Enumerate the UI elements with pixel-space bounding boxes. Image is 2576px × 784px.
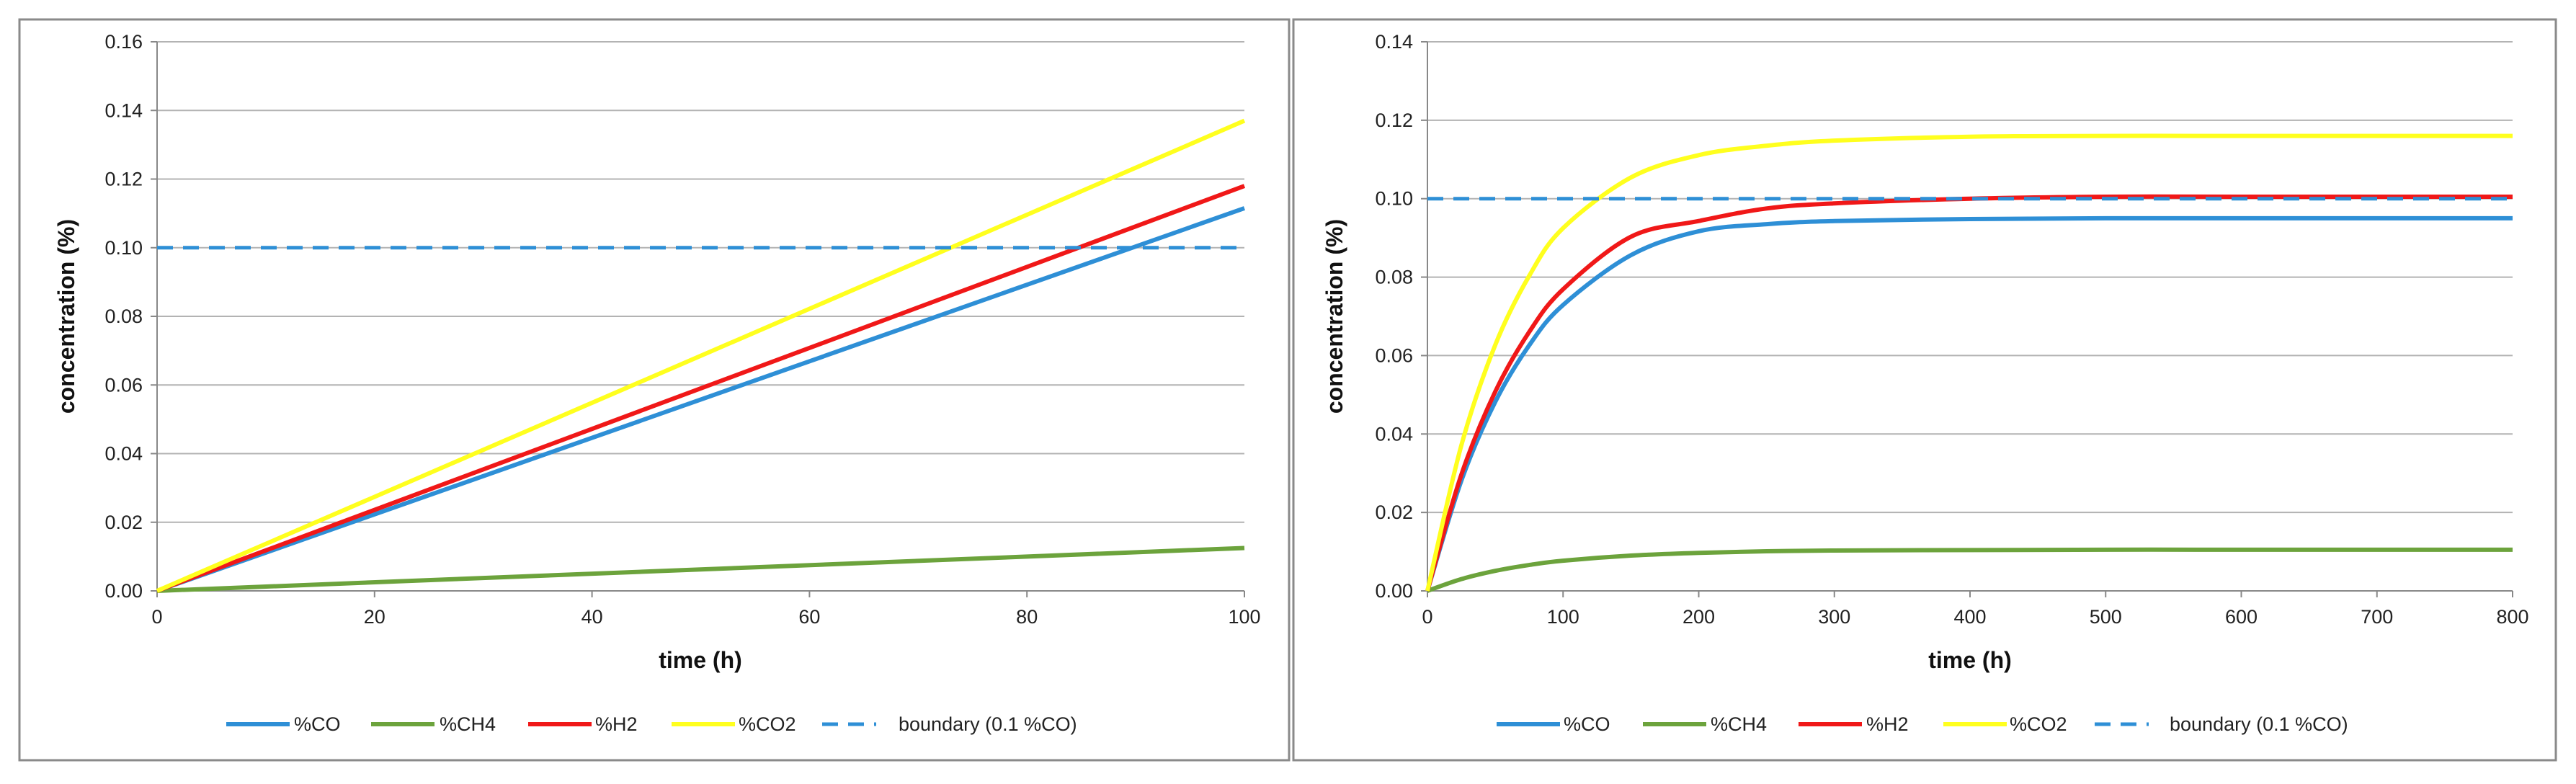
- x-tick-label: 20: [364, 606, 385, 628]
- series-line-h2: [156, 184, 1246, 593]
- legend-label: %CO: [294, 713, 341, 735]
- x-tick-label: 400: [1953, 606, 1986, 628]
- legend-label: boundary (0.1 %CO): [2170, 713, 2348, 735]
- chart-panel-1: 0.00 0.02 0.04 0.06 0.08 0.10 0.12 0.14 0.16 0 20 4…: [18, 18, 1291, 762]
- series-line-ch4: [156, 545, 1245, 593]
- x-axis-label: time (h): [1928, 647, 2012, 673]
- y-tick-label: 0.12: [1375, 110, 1413, 131]
- x-tick-label: 0: [151, 606, 162, 628]
- x-tick-label: 700: [2361, 606, 2393, 628]
- x-tick-label: 300: [1818, 606, 1850, 628]
- y-tick-label: 0.14: [1375, 31, 1413, 53]
- legend-label: %CO2: [739, 713, 796, 735]
- chart-frame: [1292, 18, 2557, 762]
- y-tick-label: 0.06: [1375, 344, 1413, 366]
- legend: %CO %CH4 %H2 %CO2 boundary (0.1 %CO): [226, 713, 1077, 735]
- series-line-co2: [156, 118, 1246, 593]
- y-tick-label: 0.00: [104, 580, 143, 602]
- legend-label: %H2: [1866, 713, 1909, 735]
- y-tick-label: 0.02: [104, 512, 143, 533]
- legend-label: boundary (0.1 %CO): [899, 713, 1077, 735]
- x-tick-label: 200: [1683, 606, 1715, 628]
- x-tick-label: 100: [1228, 606, 1260, 628]
- legend-label: %CO: [1564, 713, 1610, 735]
- y-tick-label: 0.08: [104, 306, 143, 327]
- y-tick-label: 0.12: [104, 169, 143, 190]
- y-tick-label: 0.14: [104, 99, 143, 121]
- y-tick-label: 0.06: [104, 374, 143, 396]
- series-line-co2: [1425, 133, 2513, 592]
- y-tick-label: 0.16: [104, 31, 143, 53]
- y-tick-label: 0.08: [1375, 267, 1413, 288]
- y-tick-label: 0.10: [104, 237, 143, 259]
- y-tick-label: 0.02: [1375, 502, 1413, 523]
- series-line-co: [1425, 215, 2513, 592]
- x-tick-label: 0: [1422, 606, 1432, 628]
- y-tick-label: 0.00: [1375, 580, 1413, 602]
- y-tick-label: 0.04: [104, 443, 143, 465]
- x-tick-label: 500: [2090, 606, 2122, 628]
- series-line-ch4: [1427, 547, 2513, 593]
- x-tick-label: 60: [798, 606, 820, 628]
- x-tick-label: 80: [1016, 606, 1038, 628]
- x-tick-label: 100: [1547, 606, 1579, 628]
- legend: %CO %CH4 %H2 %CO2 boundary (0.1 %CO): [1497, 713, 2348, 735]
- chart-panel-2: 0.00 0.02 0.04 0.06 0.08 0.10 0.12 0.14 0 100 200 3…: [1292, 18, 2557, 762]
- x-axis-label: time (h): [659, 647, 742, 673]
- series-line-h2: [1425, 194, 2513, 592]
- x-tick-label: 600: [2225, 606, 2258, 628]
- chart-frame: [18, 18, 1291, 762]
- y-tick-label: 0.10: [1375, 188, 1413, 210]
- series-line-co: [156, 206, 1245, 593]
- legend-label: %CH4: [1711, 713, 1767, 735]
- x-tick-label: 40: [581, 606, 603, 628]
- x-tick-label: 800: [2496, 606, 2528, 628]
- y-axis-label: concentration (%): [1322, 219, 1347, 414]
- y-axis-label: concentration (%): [53, 219, 79, 414]
- legend-label: %CO2: [2010, 713, 2067, 735]
- y-tick-label: 0.04: [1375, 423, 1413, 445]
- legend-label: %H2: [595, 713, 638, 735]
- legend-label: %CH4: [440, 713, 496, 735]
